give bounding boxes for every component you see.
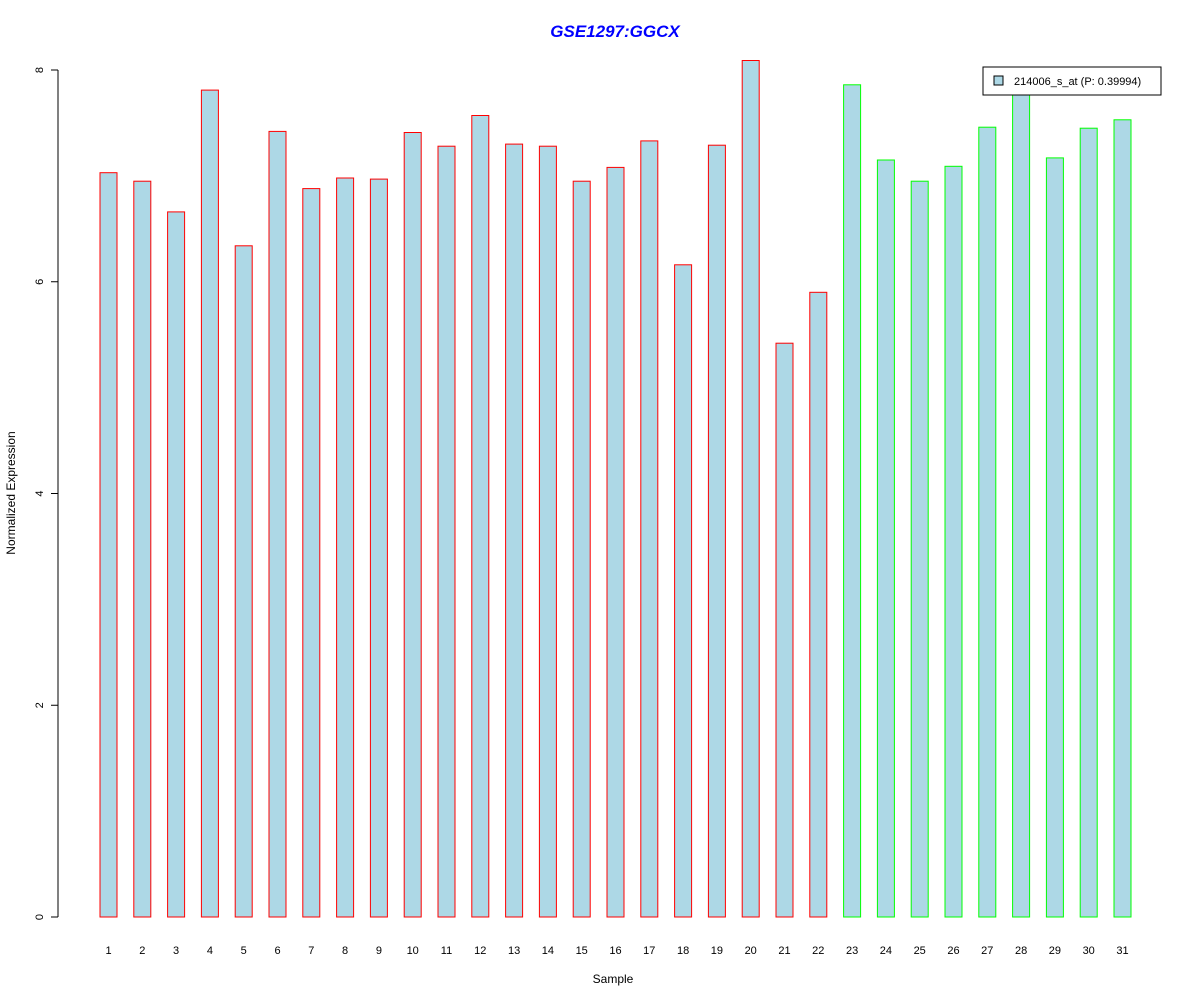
bar-sample-2	[133, 180, 152, 918]
x-tick-label: 17	[643, 945, 655, 957]
x-tick-label: 14	[542, 945, 554, 957]
bar-sample-26	[944, 165, 963, 918]
bar-sample-4	[200, 89, 219, 918]
bar-sample-13	[505, 143, 524, 918]
x-tick-label: 30	[1083, 945, 1095, 957]
x-axis-label: Sample	[593, 972, 634, 986]
legend-box	[982, 66, 1162, 96]
bar-sample-5	[234, 245, 253, 918]
x-tick-label: 23	[846, 945, 858, 957]
x-tick-label: 12	[474, 945, 486, 957]
x-tick-label: 11	[441, 945, 452, 957]
x-tick-label: 13	[508, 945, 520, 957]
bar-sample-20	[741, 60, 760, 918]
bar-sample-29	[1045, 157, 1064, 918]
bar-sample-31	[1113, 119, 1132, 918]
x-tick-label: 29	[1049, 945, 1061, 957]
y-tick-label: 2	[34, 702, 46, 708]
bar-sample-10	[403, 132, 422, 918]
bar-sample-14	[538, 145, 557, 918]
bar-sample-19	[707, 144, 726, 918]
x-tick-label: 27	[981, 945, 993, 957]
bar-sample-16	[606, 166, 625, 918]
legend-swatch	[993, 75, 1004, 86]
bar-sample-7	[302, 188, 321, 918]
y-axis-label: Normalized Expression	[4, 431, 18, 554]
y-axis: 0 2 4 6 8	[34, 67, 59, 920]
bar-sample-8	[336, 177, 355, 918]
x-tick-label: 19	[711, 945, 723, 957]
bar-sample-25	[910, 180, 929, 918]
y-tick-label: 0	[34, 914, 46, 920]
x-tick-label: 18	[677, 945, 689, 957]
x-tick-label: 6	[274, 945, 280, 957]
bar-sample-24	[876, 159, 895, 918]
bar-sample-9	[369, 178, 388, 918]
bar-sample-11	[437, 145, 456, 918]
bar-sample-3	[167, 211, 186, 918]
y-tick-label: 8	[34, 67, 46, 73]
x-tick-label: 7	[308, 945, 314, 957]
x-tick-label: 4	[207, 945, 213, 957]
bar-sample-30	[1079, 127, 1098, 918]
x-tick-label: 16	[609, 945, 621, 957]
bars	[99, 60, 1132, 918]
x-tick-label: 8	[342, 945, 348, 957]
x-tick-label: 31	[1116, 945, 1128, 957]
legend: 214006_s_at (P: 0.39994)	[982, 66, 1162, 96]
bar-sample-6	[268, 130, 287, 918]
bar-sample-28	[1012, 90, 1031, 918]
x-tick-label: 24	[880, 945, 892, 957]
bar-sample-27	[978, 126, 997, 918]
x-tick-label: 3	[173, 945, 179, 957]
x-tick-label: 10	[407, 945, 419, 957]
bar-sample-17	[640, 140, 659, 918]
x-tick-label: 28	[1015, 945, 1027, 957]
legend-label: 214006_s_at (P: 0.39994)	[1014, 76, 1141, 88]
x-tick-labels: 1 2 3 4 5 6 7 8 9 10 11 12 13 14 15 16 17 18 19 20 21 22 23 24 2…	[105, 945, 1128, 957]
x-tick-label: 2	[139, 945, 145, 957]
y-tick-label: 4	[34, 490, 46, 496]
x-tick-label: 9	[376, 945, 382, 957]
x-tick-label: 21	[778, 945, 790, 957]
bar-sample-12	[471, 115, 490, 918]
x-tick-label: 22	[812, 945, 824, 957]
bar-sample-21	[775, 342, 794, 918]
x-tick-label: 15	[576, 945, 588, 957]
bar-sample-18	[674, 264, 693, 918]
y-tick-label: 6	[34, 279, 46, 285]
bar-sample-23	[843, 84, 862, 918]
chart-title: GSE1297:GGCX	[550, 22, 681, 41]
x-tick-label: 26	[947, 945, 959, 957]
x-tick-label: 5	[241, 945, 247, 957]
bar-sample-1	[99, 172, 118, 918]
x-tick-label: 25	[914, 945, 926, 957]
x-tick-label: 20	[745, 945, 757, 957]
bar-sample-15	[572, 180, 591, 918]
bar-sample-22	[809, 291, 828, 918]
x-tick-label: 1	[105, 945, 111, 957]
